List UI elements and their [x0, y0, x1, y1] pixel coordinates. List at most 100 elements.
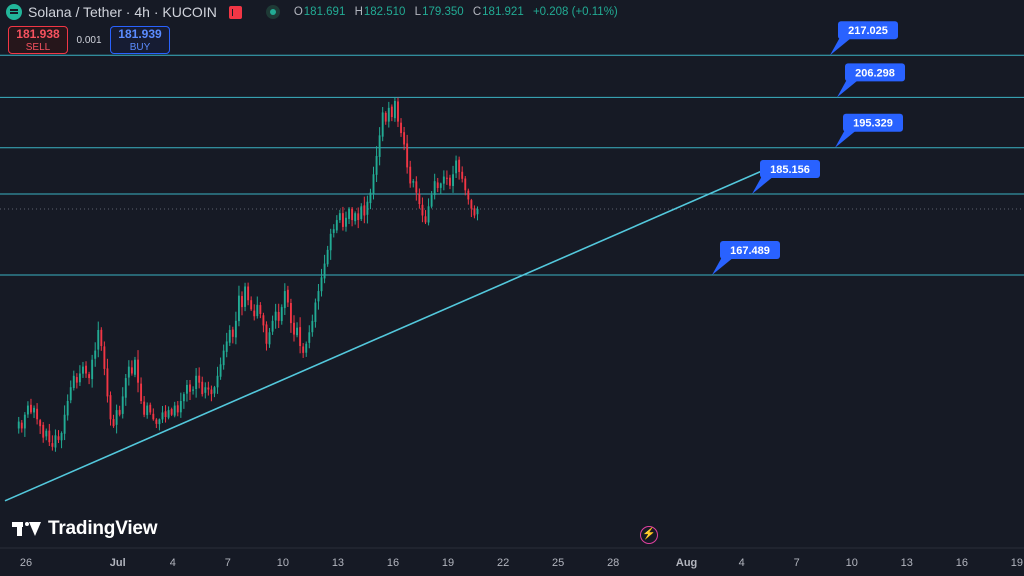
tradingview-logo[interactable]: TradingView: [12, 518, 158, 540]
candle: [173, 405, 176, 416]
spread-value: 0.001: [76, 34, 102, 46]
chart-header: Solana / Tether · 4h · KUCOIN O181.691 H…: [6, 3, 624, 21]
candle: [412, 181, 415, 183]
candle: [348, 208, 350, 219]
candle: [127, 366, 130, 378]
candle: [476, 208, 479, 215]
x-tick-label: 19: [442, 557, 454, 569]
symbol-title[interactable]: Solana / Tether · 4h · KUCOIN: [28, 4, 217, 20]
candle: [146, 405, 149, 416]
candle: [222, 350, 225, 366]
candle: [338, 213, 341, 221]
candle: [186, 384, 188, 394]
candle: [210, 389, 213, 395]
candle: [400, 122, 402, 134]
candle: [23, 414, 26, 429]
candle: [360, 206, 363, 220]
candle: [409, 166, 412, 184]
candle: [366, 201, 369, 215]
candle: [179, 400, 182, 413]
change-value: +0.208 (+0.11%): [532, 6, 618, 18]
x-tick-label: 28: [607, 557, 619, 569]
candle: [424, 216, 427, 223]
sell-button[interactable]: 181.938 SELL: [8, 26, 68, 54]
candle: [442, 176, 445, 184]
x-tick-label: 10: [846, 557, 858, 569]
x-tick-label: 26: [20, 557, 32, 569]
level-label-pointer: [837, 79, 859, 98]
candle: [124, 378, 127, 398]
candle: [234, 320, 237, 338]
candle: [85, 365, 87, 374]
candle: [323, 263, 326, 279]
candle: [433, 181, 436, 196]
candle: [470, 200, 473, 209]
candle: [351, 208, 354, 221]
candle: [39, 420, 42, 427]
candle: [293, 322, 295, 335]
candles-group: [17, 97, 479, 452]
candle: [167, 410, 170, 418]
candle: [302, 346, 305, 353]
buy-button[interactable]: 181.939 BUY: [110, 26, 170, 54]
candle: [219, 364, 222, 377]
candle: [164, 411, 167, 418]
candle: [42, 424, 45, 438]
candle: [452, 174, 454, 187]
candle: [100, 329, 103, 347]
level-label: 206.298: [855, 67, 895, 79]
lightning-icon[interactable]: ⚡: [640, 526, 658, 544]
candle: [60, 433, 63, 441]
candle: [201, 381, 204, 395]
level-label-pointer: [835, 129, 857, 148]
candle: [277, 311, 280, 321]
candle: [455, 160, 458, 174]
candle: [115, 410, 118, 425]
candle: [137, 359, 139, 383]
candle: [228, 329, 231, 343]
x-tick-label: 4: [739, 557, 745, 569]
candle: [265, 324, 268, 344]
candle: [66, 400, 69, 416]
candle: [17, 421, 20, 429]
candle: [225, 341, 228, 352]
open-label: O: [293, 6, 303, 18]
candle: [461, 171, 464, 179]
candle: [143, 401, 146, 415]
candle: [384, 112, 387, 122]
candle: [182, 394, 185, 402]
candle: [406, 143, 409, 168]
candle: [329, 233, 332, 251]
candle: [393, 100, 396, 119]
low-value: 179.350: [422, 6, 464, 18]
candle: [94, 350, 97, 359]
open-value: 181.691: [303, 6, 346, 18]
candle: [121, 396, 124, 414]
candle: [149, 404, 152, 413]
candle: [244, 286, 247, 307]
candle: [130, 367, 133, 374]
candle: [449, 177, 451, 186]
x-tick-label: 7: [794, 557, 800, 569]
candle: [247, 286, 250, 301]
x-tick-label: 7: [225, 557, 231, 569]
candle: [152, 413, 155, 420]
candle: [320, 277, 323, 292]
candle: [237, 295, 240, 322]
candle: [268, 332, 271, 345]
candle: [259, 305, 262, 314]
candle: [296, 327, 298, 336]
candle: [106, 368, 109, 397]
buy-price: 181.939: [118, 27, 162, 41]
candle: [387, 107, 390, 122]
flag-icon[interactable]: [228, 5, 242, 19]
candle: [33, 407, 35, 413]
candle: [36, 408, 39, 420]
candle: [189, 384, 191, 392]
candle: [20, 422, 23, 429]
candle: [75, 377, 78, 383]
candle: [45, 430, 48, 437]
x-tick-label: Jul: [110, 557, 126, 569]
candle: [274, 311, 277, 321]
